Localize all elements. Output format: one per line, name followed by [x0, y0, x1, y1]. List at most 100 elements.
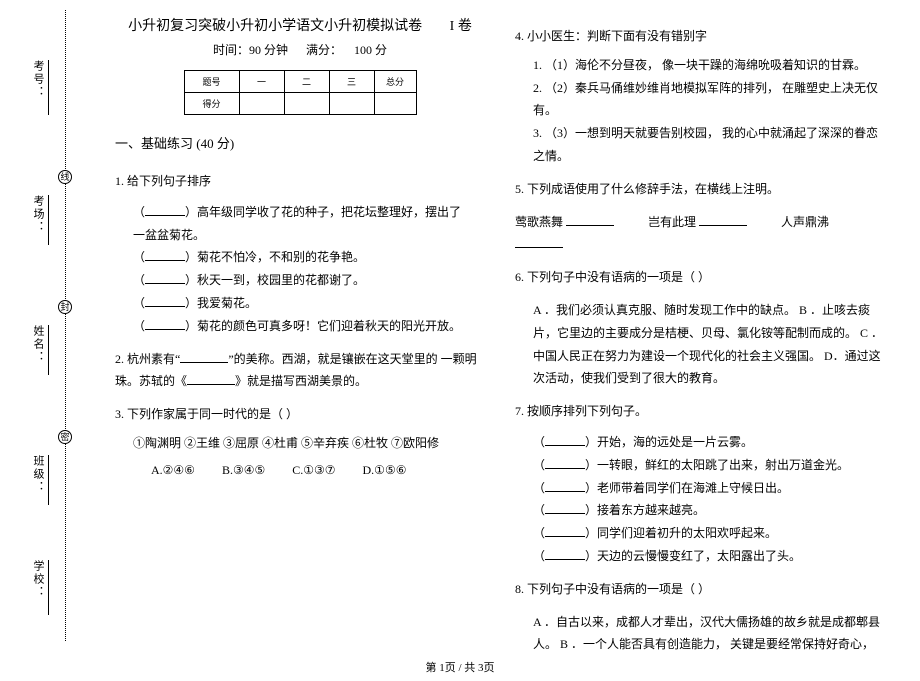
q7-line: ）老师带着同学们在海滩上守候日出。	[585, 481, 789, 495]
margin-field-line	[48, 195, 49, 245]
q3-stem: 3. 下列作家属于同一时代的是（ ）	[115, 403, 485, 426]
blank[interactable]	[145, 272, 185, 284]
blank[interactable]	[545, 548, 585, 560]
q7-line: ）一转眼，鲜红的太阳跳了出来，射出万道金光。	[585, 458, 849, 472]
q5-item: 莺歌燕舞	[515, 215, 563, 229]
q2-b: ”的美称。西湖，就是镶嵌在这天堂里的	[228, 352, 437, 366]
q4-item: 3. （3）一想到明天就要告别校园， 我的心中就涌起了深深的眷恋之情。	[533, 122, 885, 168]
content-area: 小升初复习突破小升初小学语文小升初模拟试卷 I 卷 时间：90 分钟 满分： 10…	[90, 0, 920, 681]
q8-body: A ．自古以来，成都人才辈出，汉代大儒扬雄的故乡就是成都郫县人。 B ．一个人能…	[515, 611, 885, 657]
q7-line: ）开始，海的远处是一片云雾。	[585, 435, 753, 449]
q6-body: A ．我们必须认真克服、随时发现工作中的缺点。 B ．止咳去痰片，它里边的主要成…	[515, 299, 885, 390]
score-cell	[239, 93, 284, 115]
blank[interactable]	[566, 214, 614, 226]
time-label: 时间：	[213, 43, 249, 57]
q5-item: 人声鼎沸	[781, 215, 829, 229]
q5-item: 岂有此理	[648, 215, 696, 229]
blank[interactable]	[545, 434, 585, 446]
q1-line: ）我爱菊花。	[185, 296, 257, 310]
score-header-row: 题号 一 二 三 总分	[184, 71, 416, 93]
margin-circle-xian: 线	[58, 170, 72, 184]
margin-field-line	[48, 455, 49, 505]
page-footer: 第 1页 / 共 3页	[0, 659, 920, 675]
margin-field-line	[48, 560, 49, 615]
q2-a: 2. 杭州素有“	[115, 352, 180, 366]
q3-opt[interactable]: D.①⑤⑥	[363, 463, 407, 477]
margin-label-exam-id: 考号：	[30, 60, 46, 99]
full-value: 100 分	[354, 43, 387, 57]
question-2: 2. 杭州素有“”的美称。西湖，就是镶嵌在这天堂里的 一颗明珠。苏轼的《》就是描…	[115, 348, 485, 394]
left-column: 小升初复习突破小升初小学语文小升初模拟试卷 I 卷 时间：90 分钟 满分： 10…	[100, 15, 500, 671]
margin-label-class: 班级：	[30, 455, 46, 494]
q3-options: A.②④⑥ B.③④⑤ C.①③⑦ D.①⑤⑥	[115, 459, 485, 482]
blank[interactable]	[145, 204, 185, 216]
q3-opt[interactable]: C.①③⑦	[292, 463, 335, 477]
q7-line: ）同学们迎着初升的太阳欢呼起来。	[585, 526, 777, 540]
exam-title: 小升初复习突破小升初小学语文小升初模拟试卷 I 卷	[115, 15, 485, 35]
q6-stem: 6. 下列句子中没有语病的一项是（ ）	[515, 266, 885, 289]
q5-stem: 5. 下列成语使用了什么修辞手法，在横线上注明。	[515, 178, 885, 201]
blank[interactable]	[545, 525, 585, 537]
blank[interactable]	[145, 295, 185, 307]
score-cell: 得分	[184, 93, 239, 115]
right-column: 4. 小小医生：判断下面有没有错别字 1. （1）海伦不分昼夜， 像一块干躁的海…	[500, 15, 900, 671]
score-cell	[374, 93, 416, 115]
q3-opt[interactable]: A.②④⑥	[151, 463, 195, 477]
q4-stem: 4. 小小医生：判断下面有没有错别字	[515, 25, 885, 48]
margin-label-school: 学校：	[30, 560, 46, 599]
question-7: 7. 按顺序排列下列句子。 （）开始，海的远处是一片云雾。 （）一转眼，鲜红的太…	[515, 400, 885, 568]
blank[interactable]	[145, 318, 185, 330]
blank[interactable]	[699, 214, 747, 226]
score-cell: 总分	[374, 71, 416, 93]
question-5: 5. 下列成语使用了什么修辞手法，在横线上注明。 莺歌燕舞 岂有此理 人声鼎沸	[515, 178, 885, 256]
margin-field-line	[48, 60, 49, 115]
title-block: 小升初复习突破小升初小学语文小升初模拟试卷 I 卷 时间：90 分钟 满分： 10…	[115, 15, 485, 58]
q1-line: ）秋天一到，校园里的花都谢了。	[185, 273, 365, 287]
q8-stem: 8. 下列句子中没有语病的一项是（ ）	[515, 578, 885, 601]
blank[interactable]	[545, 457, 585, 469]
title-main: 小升初复习突破小升初小学语文小升初模拟试卷	[128, 19, 422, 34]
margin-circle-feng: 封	[58, 300, 72, 314]
q1-line: ）高年级同学收了花的种子，把花坛整理好，摆出了	[185, 205, 461, 219]
blank[interactable]	[545, 480, 585, 492]
q1-line: ）菊花不怕冷，不和别的花争艳。	[185, 250, 365, 264]
score-table: 题号 一 二 三 总分 得分	[184, 70, 417, 115]
title-volume: I 卷	[450, 15, 472, 35]
score-cell	[329, 93, 374, 115]
score-cell: 题号	[184, 71, 239, 93]
q1-line: 一盆盆菊花。	[133, 224, 485, 247]
q3-opt[interactable]: B.③④⑤	[222, 463, 265, 477]
q4-item: 2. （2）秦兵马俑维妙维肖地模拟军阵的排列， 在雕塑史上决无仅有。	[533, 77, 885, 123]
blank[interactable]	[515, 236, 563, 248]
full-label: 满分：	[306, 43, 342, 57]
blank[interactable]	[145, 249, 185, 261]
q1-stem: 1. 给下列句子排序	[115, 170, 485, 193]
binding-margin: 考号： 线 考场： 封 姓名： 密 班级： 学校：	[0, 0, 90, 681]
margin-label-room: 考场：	[30, 195, 46, 234]
q2-d: 》就是描写西湖美景的。	[235, 374, 367, 388]
time-value: 90 分钟	[249, 43, 288, 57]
q3-names: ①陶渊明 ②王维 ③屈原 ④杜甫 ⑤辛弃疾 ⑥杜牧 ⑦欧阳修	[115, 432, 485, 455]
exam-subtitle: 时间：90 分钟 满分： 100 分	[115, 41, 485, 58]
q1-line: ）菊花的颜色可真多呀！它们迎着秋天的阳光开放。	[185, 319, 461, 333]
score-cell: 二	[284, 71, 329, 93]
blank[interactable]	[187, 373, 235, 385]
q7-line: ）接着东方越来越亮。	[585, 503, 705, 517]
q4-item: 1. （1）海伦不分昼夜， 像一块干躁的海绵吮吸着知识的甘霖。	[533, 54, 885, 77]
margin-circle-mi: 密	[58, 430, 72, 444]
score-cell: 三	[329, 71, 374, 93]
margin-label-name: 姓名：	[30, 325, 46, 364]
question-8: 8. 下列句子中没有语病的一项是（ ） A ．自古以来，成都人才辈出，汉代大儒扬…	[515, 578, 885, 656]
question-4: 4. 小小医生：判断下面有没有错别字 1. （1）海伦不分昼夜， 像一块干躁的海…	[515, 25, 885, 168]
q7-line: ）天边的云慢慢变红了，太阳露出了头。	[585, 549, 801, 563]
score-cell	[284, 93, 329, 115]
score-cell: 一	[239, 71, 284, 93]
section-heading: 一、基础练习 (40 分)	[115, 133, 485, 152]
question-1: 1. 给下列句子排序 （）高年级同学收了花的种子，把花坛整理好，摆出了 一盆盆菊…	[115, 170, 485, 338]
question-3: 3. 下列作家属于同一时代的是（ ） ①陶渊明 ②王维 ③屈原 ④杜甫 ⑤辛弃疾…	[115, 403, 485, 481]
margin-field-line	[48, 325, 49, 375]
blank[interactable]	[180, 351, 228, 363]
question-6: 6. 下列句子中没有语病的一项是（ ） A ．我们必须认真克服、随时发现工作中的…	[515, 266, 885, 390]
q7-stem: 7. 按顺序排列下列句子。	[515, 400, 885, 423]
blank[interactable]	[545, 502, 585, 514]
